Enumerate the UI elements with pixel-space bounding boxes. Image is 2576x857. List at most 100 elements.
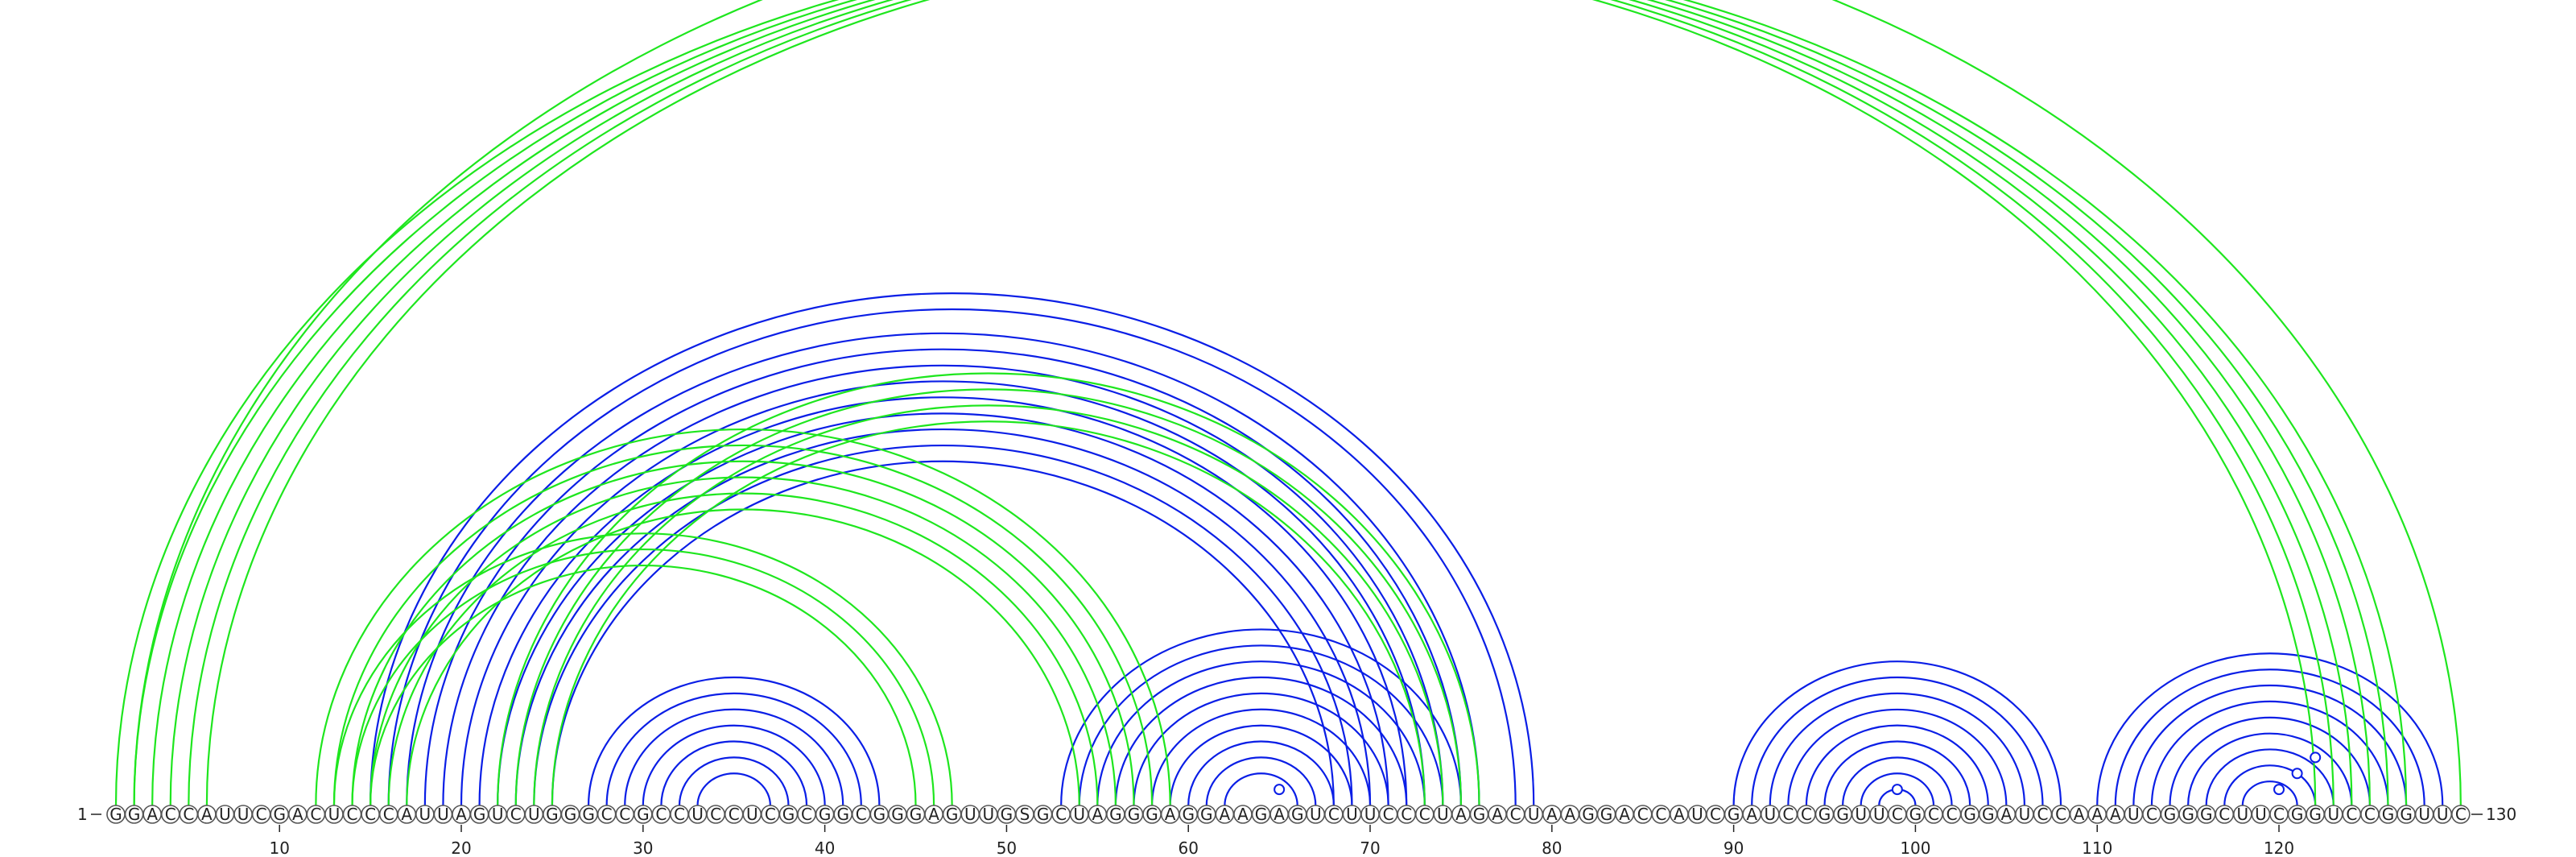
nucleotide-106: U	[2019, 805, 2031, 824]
nucleotide-100: G	[1909, 805, 1922, 824]
tick-label-80: 80	[1542, 838, 1562, 857]
nucleotide-67: U	[1310, 805, 1322, 824]
blue-arc-18-75	[423, 348, 1463, 806]
green-arc-5-126	[188, 0, 2389, 806]
green-arc-16-55	[387, 492, 1099, 806]
blue-arc-29-41	[624, 708, 844, 806]
nucleotide-125: C	[2364, 805, 2376, 824]
nucleotide-20: A	[456, 805, 467, 824]
nucleotide-94: C	[1801, 805, 1812, 824]
tick-label-10: 10	[269, 838, 289, 857]
nucleotide-38: G	[782, 805, 795, 824]
nucleotide-55: A	[1092, 805, 1103, 824]
nucleotide-130: C	[2455, 805, 2467, 824]
blue-arc-20-73	[460, 380, 1426, 806]
nucleotide-93: C	[1782, 805, 1794, 824]
nucleotide-118: U	[2237, 805, 2249, 824]
blue-arc-115-124	[2187, 732, 2353, 806]
green-arc-3-124	[151, 0, 2353, 806]
nucleotide-108: C	[2055, 805, 2066, 824]
nucleotide-65: A	[1274, 805, 1285, 824]
nucleotide-117: C	[2219, 805, 2230, 824]
nucleotide-130-circle	[2451, 805, 2471, 824]
position-axis: 10 20 30 40 50 60 70 80 90 100 110 120	[269, 825, 2294, 857]
nucleotide-89: C	[1710, 805, 1721, 824]
nucleotide-103: G	[1963, 805, 1976, 824]
nucleotide-28: C	[601, 805, 613, 824]
blue-arc-61-67	[1205, 756, 1317, 806]
tick-label-70: 70	[1360, 838, 1380, 857]
nucleotide-99: C	[1892, 805, 1903, 824]
nucleotide-76: G	[1473, 805, 1486, 824]
nucleotide-66: G	[1291, 805, 1304, 824]
non-canonical-markers-group	[1274, 751, 2322, 796]
nucleotide-85: C	[1637, 805, 1649, 824]
nucleotide-4: C	[165, 805, 176, 824]
tick-label-110: 110	[2082, 838, 2112, 857]
nucleotide-45: G	[910, 805, 923, 824]
nucleotide-30: G	[637, 805, 650, 824]
nucleotide-91: A	[1746, 805, 1757, 824]
nucleotide-70: U	[1364, 805, 1377, 824]
nucleotide-113: C	[2146, 805, 2157, 824]
nucleotide-46: A	[928, 805, 939, 824]
nc-marker-119-125	[2310, 751, 2322, 764]
nucleotide-86: C	[1655, 805, 1666, 824]
nucleotide-74: U	[1437, 805, 1449, 824]
nucleotide-95: G	[1818, 805, 1831, 824]
nucleotide-105: A	[2000, 805, 2012, 824]
nucleotide-2: G	[128, 805, 141, 824]
nucleotide-9: C	[256, 805, 267, 824]
nc-marker-119-123	[2291, 768, 2303, 780]
nucleotide-22: U	[492, 805, 504, 824]
nucleotide-60: G	[1182, 805, 1195, 824]
green-arc-15-56	[369, 476, 1117, 806]
nucleotide-116: G	[2200, 805, 2213, 824]
nucleotide-48: U	[964, 805, 976, 824]
green-arc-24-74	[533, 404, 1444, 806]
nucleotide-102: C	[1946, 805, 1958, 824]
blue-arc-24-69	[533, 444, 1353, 806]
nucleotide-6: A	[201, 805, 213, 824]
green-arc-13-58	[332, 444, 1154, 806]
nucleotide-123: U	[2327, 805, 2339, 824]
nucleotide-53: C	[1055, 805, 1067, 824]
nucleotide-73: C	[1419, 805, 1430, 824]
blue-arc-60-68	[1187, 740, 1335, 806]
blue-arc-62-66	[1224, 772, 1298, 806]
nucleotide-24: U	[528, 805, 540, 824]
blue-arc-30-40	[642, 724, 826, 806]
green-arcs-group	[114, 0, 2462, 806]
blue-arc-17-76	[406, 332, 1480, 806]
nucleotide-121: G	[2291, 805, 2304, 824]
nucleotide-115: G	[2182, 805, 2194, 824]
blue-arc-91-107	[1751, 677, 2044, 806]
blue-arc-118-121	[2241, 780, 2298, 806]
nucleotide-1: G	[109, 805, 122, 824]
green-arc-1-122	[114, 0, 2317, 806]
blue-arc-22-71	[497, 412, 1389, 806]
nucleotide-41: G	[836, 805, 849, 824]
nucleotide-107: C	[2037, 805, 2048, 824]
blue-arc-97-101	[1860, 772, 1935, 806]
nucleotide-79: U	[1528, 805, 1540, 824]
nucleotide-23: C	[510, 805, 522, 824]
nucleotide-75: A	[1455, 805, 1467, 824]
nucleotide-81: A	[1565, 805, 1576, 824]
blue-arc-93-105	[1787, 708, 2008, 806]
green-arc-2-130	[133, 0, 2462, 806]
nucleotide-50: G	[1001, 805, 1013, 824]
green-arc-22-76	[497, 372, 1480, 806]
blue-arc-31-39	[660, 740, 808, 806]
tick-label-120: 120	[2264, 838, 2294, 857]
tick-label-30: 30	[633, 838, 653, 857]
nucleotide-47: G	[946, 805, 959, 824]
nucleotide-128: U	[2418, 805, 2430, 824]
nucleotide-90: G	[1728, 805, 1740, 824]
nucleotide-29: C	[619, 805, 630, 824]
nucleotide-56: G	[1109, 805, 1122, 824]
nucleotide-25: G	[546, 805, 559, 824]
nucleotide-97: U	[1855, 805, 1867, 824]
nucleotide-119: U	[2255, 805, 2267, 824]
start-position-label: 1	[77, 805, 88, 824]
